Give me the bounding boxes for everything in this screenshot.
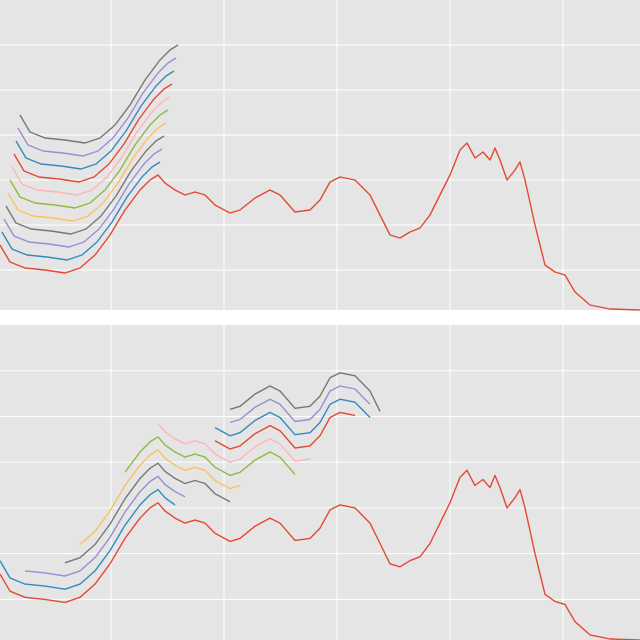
panel	[0, 325, 640, 640]
series-line	[229, 385, 371, 424]
series-line	[124, 436, 296, 477]
series-line	[1, 161, 161, 261]
series-line	[214, 411, 356, 450]
series-line	[24, 475, 186, 577]
plot-background	[0, 325, 640, 640]
series-line	[157, 423, 311, 463]
series-line	[0, 142, 640, 311]
series-line	[11, 96, 171, 196]
panel	[0, 0, 640, 311]
series-line	[3, 148, 163, 248]
series-line	[13, 83, 173, 183]
series-line	[19, 44, 179, 144]
series-line	[17, 57, 177, 157]
series-line	[9, 109, 169, 209]
series-line	[5, 135, 165, 235]
series-line	[0, 469, 640, 640]
series-line	[214, 398, 371, 437]
series-line	[15, 70, 175, 170]
series-line	[0, 488, 176, 590]
series-line	[79, 449, 241, 546]
series-line	[64, 462, 231, 564]
series-line	[229, 372, 381, 412]
series-line	[7, 122, 167, 222]
